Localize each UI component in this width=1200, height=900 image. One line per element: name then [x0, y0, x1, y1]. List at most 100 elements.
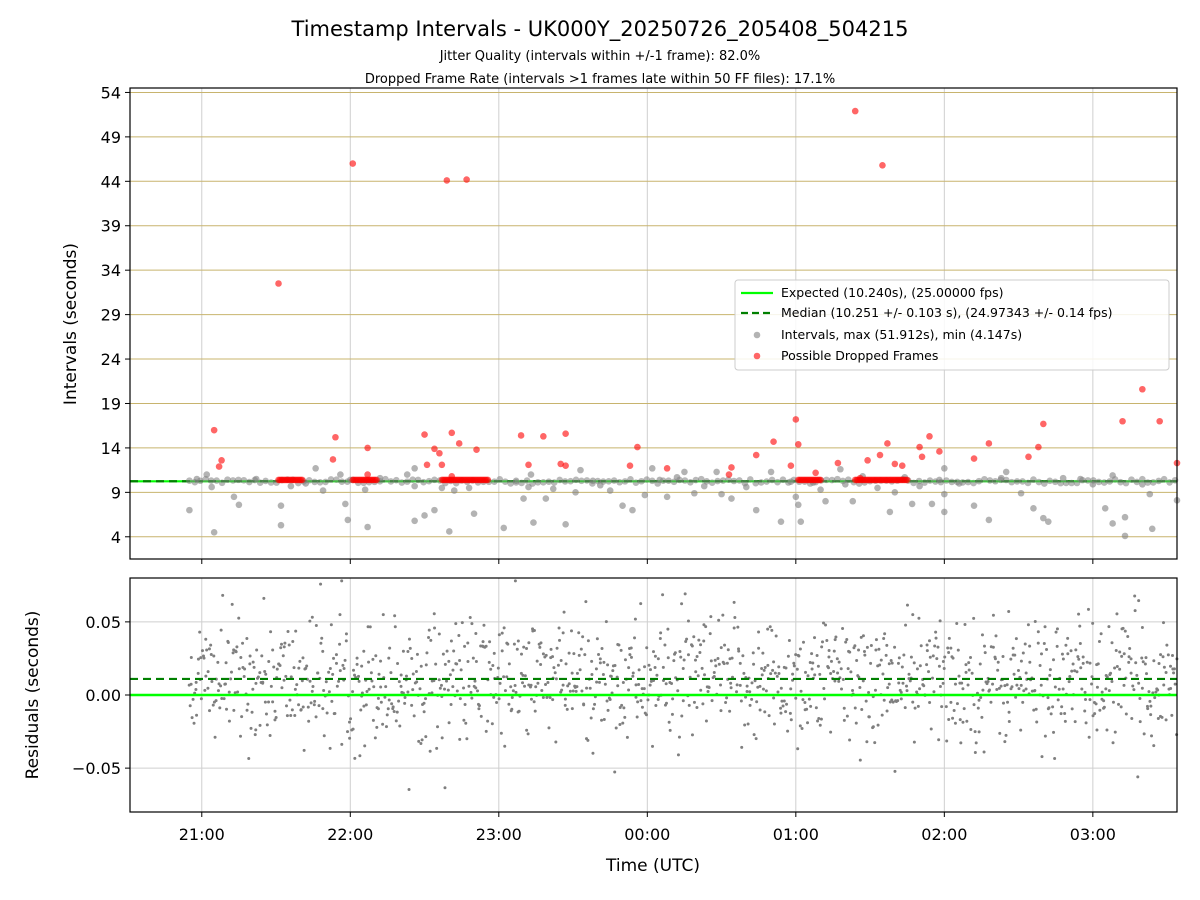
residual-point [393, 614, 397, 618]
residual-point [254, 728, 258, 732]
residual-point [344, 639, 348, 643]
residual-point [263, 670, 267, 674]
residual-point [651, 744, 655, 748]
residual-point [195, 713, 199, 717]
residual-point [487, 660, 491, 664]
residual-point [983, 651, 987, 655]
residual-point [1129, 657, 1133, 661]
residual-point [263, 700, 267, 704]
residual-point [698, 650, 702, 654]
residual-point [989, 700, 993, 704]
residual-point [388, 646, 392, 650]
residual-point [716, 657, 720, 661]
residual-point [511, 689, 515, 693]
residual-point [470, 622, 474, 626]
residual-point [211, 703, 215, 707]
residual-point [282, 645, 286, 649]
dropped-frame-point [562, 430, 569, 437]
residual-point [527, 641, 531, 645]
residual-point [912, 661, 916, 665]
interval-point [562, 521, 569, 528]
interval-point [572, 489, 579, 496]
residual-point [953, 682, 957, 686]
residual-point [1091, 621, 1095, 625]
interval-point [728, 495, 735, 502]
residual-point [696, 674, 700, 678]
residual-point [513, 683, 517, 687]
residual-point [393, 625, 397, 629]
residual-point [600, 718, 604, 722]
residual-point [368, 625, 372, 629]
interval-point [520, 495, 527, 502]
residual-point [1061, 657, 1065, 661]
interval-point [834, 475, 841, 483]
interval-point [1100, 479, 1108, 486]
residual-point [1078, 624, 1082, 628]
interval-point [817, 486, 824, 493]
residual-point [1170, 654, 1174, 658]
residual-point [697, 638, 701, 642]
interval-point [431, 476, 438, 484]
residual-point [1009, 657, 1013, 661]
residual-point [294, 629, 298, 633]
residual-point [379, 700, 383, 704]
residual-point [787, 638, 791, 642]
residual-point [351, 690, 355, 694]
residual-point [1134, 661, 1138, 665]
residual-point [845, 714, 849, 718]
residual-point [348, 720, 352, 724]
interval-point [970, 502, 978, 509]
legend-intervals-swatch [753, 331, 761, 339]
interval-point [512, 477, 520, 485]
residual-point [874, 638, 878, 642]
residual-point [1093, 712, 1097, 716]
residual-point [803, 701, 807, 705]
residual-point [788, 711, 792, 715]
residual-point [297, 703, 301, 707]
residual-point [1056, 698, 1060, 702]
interval-point [687, 478, 694, 486]
residual-point [817, 716, 821, 720]
interval-point [1041, 480, 1048, 487]
interval-point [708, 479, 716, 487]
residual-point [764, 689, 768, 693]
residual-point [445, 649, 449, 653]
residual-point [495, 701, 499, 705]
residual-point [1040, 755, 1044, 759]
residual-point [760, 673, 764, 677]
residual-point [1095, 728, 1099, 732]
dropped-frame-point [540, 433, 547, 440]
residual-point [552, 666, 556, 670]
residual-point [328, 666, 332, 670]
residual-point [1149, 713, 1153, 717]
interval-point [403, 478, 411, 485]
residual-point [1127, 660, 1131, 664]
residual-point [512, 642, 516, 646]
interval-point [1106, 478, 1113, 485]
residual-point [464, 721, 468, 725]
residual-point [593, 702, 597, 706]
residual-point [996, 668, 1000, 672]
residual-point [949, 646, 953, 650]
residual-point [896, 661, 900, 665]
interval-point [1148, 525, 1156, 533]
interval-point [210, 529, 218, 536]
interval-point [465, 484, 473, 492]
residual-point [1140, 626, 1144, 630]
residual-point [246, 702, 250, 706]
residual-point [717, 618, 721, 622]
residual-point [841, 677, 845, 681]
residual-point [860, 707, 864, 711]
residual-point [519, 671, 523, 675]
residual-point [682, 658, 686, 662]
residual-point [841, 627, 845, 631]
residual-point [695, 705, 699, 709]
residual-point [351, 727, 355, 731]
residual-point [792, 664, 796, 668]
residual-point [1164, 670, 1168, 674]
residual-point [312, 703, 316, 707]
interval-point [425, 477, 433, 485]
residual-point [1104, 687, 1108, 691]
residual-point [586, 738, 590, 742]
